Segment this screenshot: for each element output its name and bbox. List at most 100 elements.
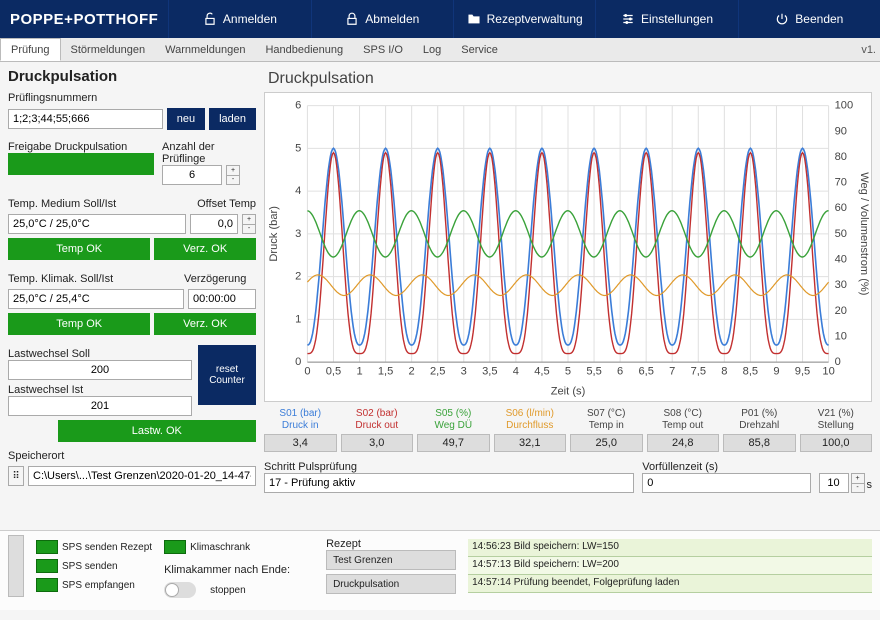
- svg-text:20: 20: [835, 305, 847, 317]
- sps-empf-label: SPS empfangen: [62, 580, 135, 591]
- vorfuell-label: Vorfüllenzeit (s): [642, 461, 810, 473]
- settings-button[interactable]: Einstellungen: [595, 0, 737, 38]
- tab-warnmeldungen[interactable]: Warnmeldungen: [155, 38, 255, 61]
- verz-ok-2-button[interactable]: Verz. OK: [154, 313, 256, 335]
- meter: S06 (l/min) Durchfluss 32,1: [494, 408, 567, 452]
- exit-button[interactable]: Beenden: [738, 0, 880, 38]
- rezept-button[interactable]: Test Grenzen: [326, 550, 456, 570]
- meters-row: S01 (bar) Druck in 3,4S02 (bar) Druck ou…: [264, 408, 872, 452]
- login-button[interactable]: Anmelden: [168, 0, 310, 38]
- logout-button[interactable]: Abmelden: [311, 0, 453, 38]
- panel-title: Druckpulsation: [8, 68, 256, 85]
- unlock-icon: [203, 12, 217, 26]
- tab-sps i/o[interactable]: SPS I/O: [353, 38, 413, 61]
- tab-handbedienung[interactable]: Handbedienung: [255, 38, 353, 61]
- svg-text:10: 10: [822, 365, 834, 377]
- vorfuell-step-input[interactable]: [819, 473, 849, 493]
- temp-ok-1-button[interactable]: Temp OK: [8, 238, 150, 260]
- offset-input[interactable]: [190, 214, 238, 234]
- tab-bar: PrüfungStörmeldungenWarnmeldungenHandbed…: [0, 38, 880, 62]
- meter: P01 (%) Drehzahl 85,8: [723, 408, 796, 452]
- pruef-num-input[interactable]: [8, 109, 163, 129]
- meter: S08 (°C) Temp out 24,8: [647, 408, 720, 452]
- svg-text:8,5: 8,5: [743, 365, 758, 377]
- svg-text:1: 1: [356, 365, 362, 377]
- freigabe-button[interactable]: [8, 153, 154, 175]
- recipe-mgmt-button[interactable]: Rezeptverwaltung: [453, 0, 595, 38]
- neu-button[interactable]: neu: [167, 108, 205, 130]
- offset-stepper[interactable]: +-: [242, 214, 256, 234]
- laden-button[interactable]: laden: [209, 108, 256, 130]
- svg-text:1: 1: [295, 313, 301, 325]
- led-sps-senden: [36, 559, 58, 573]
- rezept-button[interactable]: Druckpulsation: [326, 574, 456, 594]
- svg-text:3: 3: [295, 228, 301, 240]
- lw-soll-label: Lastwechsel Soll: [8, 348, 192, 360]
- klima-switch[interactable]: [164, 582, 196, 598]
- stoppen-label: stoppen: [210, 585, 246, 596]
- log-line: 14:57:13 Bild speichern: LW=200: [468, 557, 872, 575]
- browse-icon[interactable]: ⠿: [8, 466, 24, 486]
- anzahl-input[interactable]: [162, 165, 222, 185]
- meter: S02 (bar) Druck out 3,0: [341, 408, 414, 452]
- svg-text:7: 7: [669, 365, 675, 377]
- svg-text:0: 0: [304, 365, 310, 377]
- svg-text:80: 80: [835, 151, 847, 163]
- schritt-input[interactable]: [264, 473, 634, 493]
- lw-soll-input[interactable]: [8, 360, 192, 380]
- temp-med-input[interactable]: [8, 214, 186, 234]
- verz-ok-1-button[interactable]: Verz. OK: [154, 238, 256, 260]
- svg-text:5: 5: [565, 365, 571, 377]
- anzahl-stepper[interactable]: +-: [226, 165, 240, 185]
- svg-text:7,5: 7,5: [691, 365, 706, 377]
- brand-logo: POPPE+POTTHOFF: [0, 0, 168, 38]
- svg-text:Zeit (s): Zeit (s): [551, 385, 586, 397]
- footer-handle[interactable]: [8, 535, 24, 597]
- svg-text:90: 90: [835, 125, 847, 137]
- svg-text:8: 8: [721, 365, 727, 377]
- top-bar: POPPE+POTTHOFF Anmelden Abmelden Rezeptv…: [0, 0, 880, 38]
- log-line: 14:56:23 Bild speichern: LW=150: [468, 539, 872, 557]
- vorfuell-input[interactable]: [642, 473, 810, 493]
- tab-prüfung[interactable]: Prüfung: [0, 38, 61, 61]
- sliders-icon: [621, 12, 635, 26]
- log-line: 14:57:14 Prüfung beendet, Folgeprüfung l…: [468, 575, 872, 593]
- schritt-label: Schritt Pulsprüfung: [264, 461, 634, 473]
- temp-ok-2-button[interactable]: Temp OK: [8, 313, 150, 335]
- svg-text:Druck (bar): Druck (bar): [268, 206, 280, 262]
- chart-area: 00,511,522,533,544,555,566,577,588,599,5…: [264, 92, 872, 402]
- lw-ist-label: Lastwechsel Ist: [8, 384, 192, 396]
- lock-icon: [345, 12, 359, 26]
- svg-text:4,5: 4,5: [534, 365, 549, 377]
- lastw-ok-button[interactable]: Lastw. OK: [58, 420, 256, 442]
- folder-icon: [467, 12, 481, 26]
- tab-service[interactable]: Service: [451, 38, 508, 61]
- svg-text:6: 6: [617, 365, 623, 377]
- temp-med-label: Temp. Medium Soll/Ist: [8, 198, 180, 210]
- vorfuell-stepper[interactable]: +-: [851, 473, 865, 493]
- reset-counter-button[interactable]: reset Counter: [198, 345, 256, 405]
- meter: S05 (%) Weg DÜ 49,7: [417, 408, 490, 452]
- meter: S01 (bar) Druck in 3,4: [264, 408, 337, 452]
- svg-text:6,5: 6,5: [638, 365, 653, 377]
- freigabe-label: Freigabe Druckpulsation: [8, 141, 154, 153]
- svg-text:Weg / Volumenstrom (%): Weg / Volumenstrom (%): [858, 172, 870, 296]
- speicherort-label: Speicherort: [8, 450, 256, 462]
- lw-ist-input[interactable]: [8, 396, 192, 416]
- tab-störmeldungen[interactable]: Störmeldungen: [61, 38, 156, 61]
- svg-text:30: 30: [835, 279, 847, 291]
- meter: S07 (°C) Temp in 25,0: [570, 408, 643, 452]
- svg-text:60: 60: [835, 202, 847, 214]
- svg-text:50: 50: [835, 228, 847, 240]
- sps-rezept-label: SPS senden Rezept: [62, 542, 152, 553]
- tab-log[interactable]: Log: [413, 38, 451, 61]
- svg-text:0: 0: [295, 356, 301, 368]
- klima-label: Klimaschrank: [190, 542, 250, 553]
- speicherort-input[interactable]: [28, 466, 256, 486]
- temp-klim-input[interactable]: [8, 289, 184, 309]
- verzog-input[interactable]: [188, 289, 256, 309]
- svg-text:40: 40: [835, 254, 847, 266]
- svg-text:6: 6: [295, 100, 301, 112]
- svg-text:3,5: 3,5: [482, 365, 497, 377]
- led-klima: [164, 540, 186, 554]
